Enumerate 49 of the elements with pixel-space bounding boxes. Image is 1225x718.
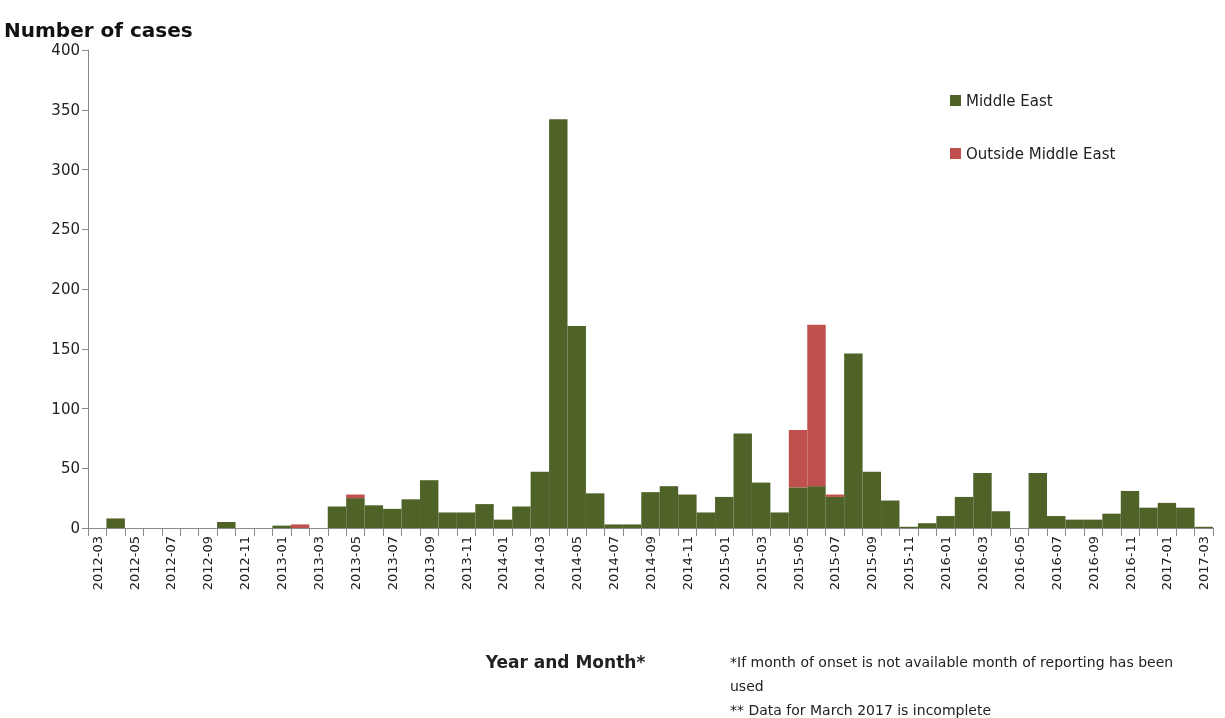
y-axis-title: Number of cases (4, 18, 193, 42)
x-tick-label: 2014-11 (679, 536, 695, 591)
x-tick-label: 2015-05 (790, 536, 806, 591)
x-tick-label: 2012-09 (200, 536, 216, 591)
x-tick-label: 2012-03 (89, 536, 105, 591)
x-tick-label: 2015-07 (827, 536, 843, 591)
x-tick-label: 2016-01 (938, 536, 954, 591)
x-tick-label: 2016-03 (974, 536, 990, 591)
y-tick-label: 200 (51, 280, 80, 298)
x-tick-label: 2013-05 (347, 536, 363, 591)
bar (217, 522, 236, 528)
x-tick-label: 2013-03 (311, 536, 327, 591)
y-tick-label: 50 (60, 459, 80, 478)
x-tick-label: 2016-05 (1011, 536, 1027, 591)
x-tick-label: 2015-11 (901, 536, 917, 591)
y-tick-label: 150 (51, 339, 80, 358)
bar (106, 518, 125, 528)
x-tick-label: 2017-03 (1196, 536, 1212, 591)
y-tick-label: 300 (51, 160, 80, 179)
x-tick-label: 2015-03 (753, 536, 769, 591)
y-tick-label: 350 (51, 100, 80, 119)
legend-label: Outside Middle East (966, 144, 1116, 163)
x-tick-label: 2013-07 (384, 536, 400, 591)
y-tick-label: 250 (51, 220, 80, 239)
y-tick-label: 100 (51, 399, 80, 418)
y-tick-label: 400 (51, 41, 80, 59)
bar (290, 524, 310, 528)
x-tick-label: 2014-01 (495, 536, 511, 591)
text: ** Data for March 2017 is incomplete (730, 702, 992, 718)
y-tick-label: 0 (70, 519, 80, 537)
x-tick-label: 2012-05 (126, 536, 142, 591)
x-tick-label: 2013-01 (274, 536, 290, 591)
x-tick-label: 2013-09 (421, 536, 437, 591)
x-axis-title: Year and Month* (484, 651, 646, 672)
x-tick-label: 2016-09 (1085, 536, 1101, 591)
x-tick-label: 2016-07 (1048, 536, 1064, 591)
x-tick-label: 2014-05 (569, 536, 585, 591)
x-tick-label: 2015-09 (864, 536, 880, 591)
text: *If month of onset is not available month of reporting has been used (730, 654, 1178, 694)
x-tick-label: 2016-11 (1122, 536, 1138, 591)
x-tick-label: 2013-11 (458, 536, 474, 591)
x-tick-label: 2014-07 (606, 536, 622, 591)
legend-label: Middle East (966, 91, 1053, 110)
x-tick-label: 2014-09 (643, 536, 658, 591)
x-tick-label: 2012-07 (163, 536, 179, 591)
x-tick-label: 2017-01 (1159, 536, 1175, 591)
x-tick-label: 2012-11 (237, 536, 253, 591)
x-tick-label: 2014-03 (532, 536, 548, 591)
x-tick-label: 2015-01 (716, 536, 732, 591)
